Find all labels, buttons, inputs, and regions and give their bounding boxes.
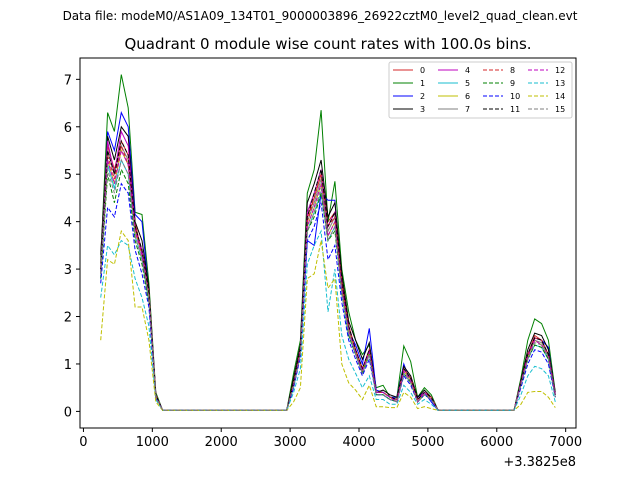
y-axis: 0 1 2 3 4 5 6 7 [64, 73, 80, 420]
legend-label: 10 [510, 92, 520, 101]
legend-item-12: 12 [528, 66, 565, 75]
legend-label: 15 [555, 105, 565, 114]
legend-item-15: 15 [528, 105, 565, 114]
legend-label: 9 [510, 79, 515, 88]
legend-item-2: 2 [393, 92, 425, 101]
legend-box [388, 61, 573, 119]
series-line-4 [100, 129, 556, 411]
legend-label: 14 [555, 92, 565, 101]
y-tick-label: 3 [64, 263, 72, 278]
x-tick-label: 2000 [205, 435, 238, 450]
legend-label: 11 [510, 105, 520, 114]
x-tick-label: 0 [79, 435, 87, 450]
legend-item-14: 14 [528, 92, 565, 101]
y-tick-label: 0 [64, 405, 72, 420]
series-line-15 [100, 158, 556, 411]
legend-item-8: 8 [483, 66, 515, 75]
legend-label: 7 [465, 105, 470, 114]
x-tick-label: 4000 [342, 435, 375, 450]
legend-item-7: 7 [438, 105, 470, 114]
y-tick-label: 4 [64, 216, 72, 231]
legend-label: 12 [555, 66, 565, 75]
legend-item-4: 4 [438, 66, 470, 75]
legend-item-6: 6 [438, 92, 470, 101]
legend-label: 4 [465, 66, 470, 75]
series-line-12 [100, 148, 556, 411]
y-tick-label: 2 [64, 311, 72, 326]
plot-frame [79, 57, 577, 429]
legend-item-0: 0 [393, 66, 425, 75]
series-line-7 [100, 144, 556, 411]
series-line-1 [100, 74, 556, 411]
legend-label: 3 [420, 105, 425, 114]
legend-label: 2 [420, 92, 425, 101]
x-tick-label: 5000 [411, 435, 444, 450]
legend-item-9: 9 [483, 79, 515, 88]
x-axis: 0 1000 2000 3000 4000 5000 6000 7000 [79, 428, 582, 450]
x-tick-label: 7000 [549, 435, 582, 450]
y-tick-label: 1 [64, 358, 72, 373]
x-tick-label: 1000 [136, 435, 169, 450]
legend-item-1: 1 [393, 79, 425, 88]
series-line-11 [100, 139, 556, 411]
legend-label: 5 [465, 79, 470, 88]
legend-label: 1 [420, 79, 425, 88]
chart-title: Quadrant 0 module wise count rates with … [124, 35, 531, 53]
series-line-6 [100, 148, 556, 411]
legend-label: 8 [510, 66, 515, 75]
series-line-3 [100, 125, 556, 411]
legend-item-10: 10 [483, 92, 520, 101]
legend-label: 13 [555, 79, 565, 88]
legend-item-13: 13 [528, 79, 565, 88]
legend-label: 0 [420, 66, 425, 75]
series-line-2 [100, 111, 556, 411]
legend-item-5: 5 [438, 79, 470, 88]
y-tick-label: 5 [64, 168, 72, 183]
legend-item-11: 11 [483, 105, 520, 114]
legend-item-3: 3 [393, 105, 425, 114]
figure-suptitle: Data file: modeM0/AS1A09_134T01_90000038… [63, 9, 578, 23]
x-tick-label: 3000 [274, 435, 307, 450]
series-line-0 [100, 139, 556, 411]
y-tick-label: 7 [64, 73, 72, 88]
y-tick-label: 6 [64, 121, 72, 136]
series-line-8 [100, 143, 556, 411]
x-tick-label: 6000 [480, 435, 513, 450]
series-line-9 [100, 167, 556, 411]
legend-label: 6 [465, 92, 470, 101]
plot-lines [100, 74, 556, 411]
x-offset-label: +3.3825e8 [503, 455, 576, 470]
